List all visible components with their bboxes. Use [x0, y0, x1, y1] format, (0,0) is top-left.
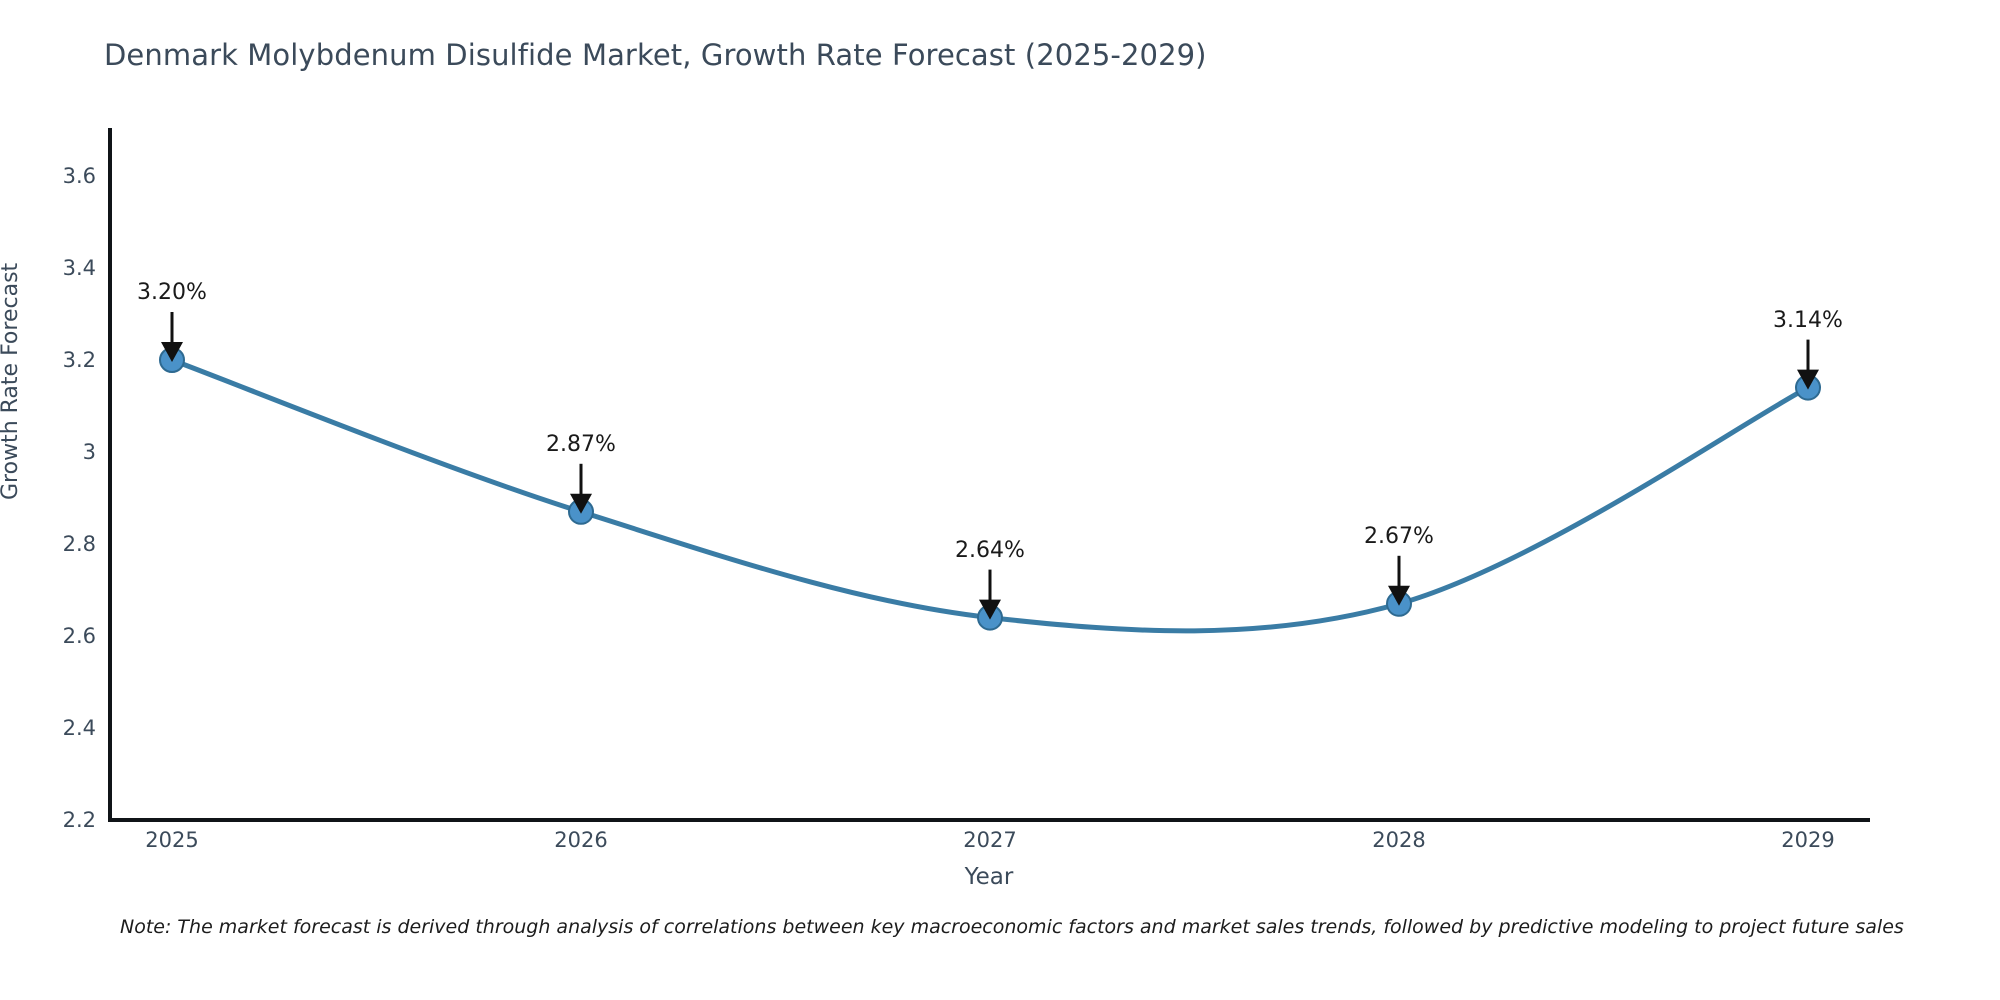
- y-tick-label: 3: [82, 440, 96, 464]
- y-axis-line: [108, 128, 112, 822]
- y-tick-label: 2.4: [62, 716, 96, 740]
- x-tick-label: 2026: [554, 828, 608, 852]
- x-axis-title: Year: [0, 864, 2000, 890]
- data-point-label: 2.87%: [546, 431, 616, 457]
- annotation-arrow-head: [979, 599, 1001, 620]
- annotation-arrow-head: [570, 493, 592, 514]
- x-tick-label: 2029: [1781, 828, 1835, 852]
- annotation-arrow-head: [161, 342, 183, 362]
- x-tick-label: 2027: [963, 828, 1017, 852]
- x-tick-label: 2025: [145, 828, 199, 852]
- annotation-arrow-head: [1388, 585, 1410, 606]
- x-axis-title-text: Year: [964, 864, 1014, 890]
- data-point-label: 3.14%: [1773, 307, 1843, 333]
- chart-title: Denmark Molybdenum Disulfide Market, Gro…: [104, 38, 1207, 72]
- y-tick-label: 2.8: [62, 532, 96, 556]
- y-tick-label: 3.4: [62, 256, 96, 280]
- x-axis-line: [108, 818, 1870, 822]
- x-tick-label: 2028: [1372, 828, 1426, 852]
- data-point-label: 2.67%: [1364, 523, 1434, 549]
- y-tick-label: 3.2: [62, 348, 96, 372]
- y-tick-label: 3.6: [62, 164, 96, 188]
- y-tick-label: 2.2: [62, 808, 96, 832]
- y-axis-tick-labels: 3.6 3.4 3.2 3 2.8 2.6 2.4 2.2: [0, 0, 96, 1000]
- annotation-arrow-head: [1797, 369, 1819, 390]
- footnote: Note: The market forecast is derived thr…: [120, 916, 1904, 938]
- data-point-label: 3.20%: [137, 280, 207, 305]
- data-point-label: 2.64%: [955, 537, 1025, 563]
- y-tick-label: 2.6: [62, 624, 96, 648]
